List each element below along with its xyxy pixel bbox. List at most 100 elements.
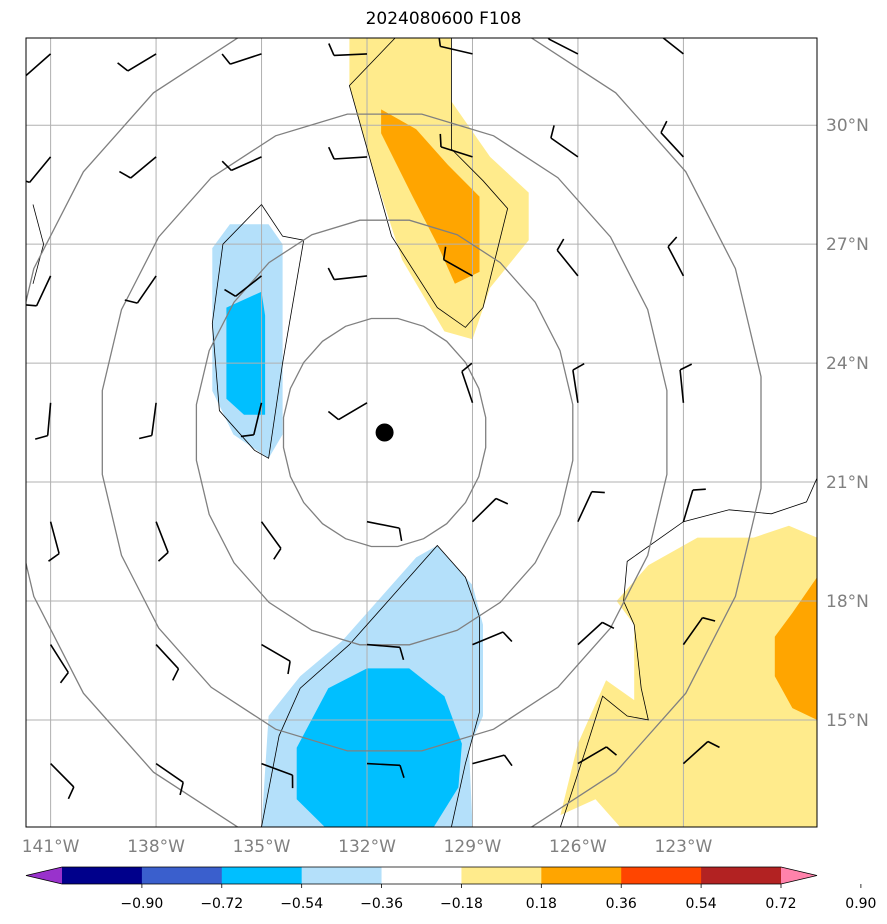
longitude-label: 135°W — [233, 837, 291, 857]
longitude-label: 141°W — [22, 837, 80, 857]
wind-barb — [577, 746, 618, 765]
range-ring — [282, 317, 487, 548]
storm-center-marker — [375, 423, 394, 442]
wind-barb — [679, 363, 693, 403]
latitude-label: 21°N — [826, 473, 869, 493]
wind-barb — [49, 644, 69, 684]
colorbar: −0.90 −0.72 −0.54 −0.36 −0.18 0.18 0.36 0.54 0.7… — [25, 866, 876, 912]
longitude-label: 123°W — [655, 837, 713, 857]
wind-barb — [577, 621, 615, 646]
wind-barb — [682, 740, 720, 765]
fill-region-south-blue — [296, 668, 462, 827]
range-ring — [195, 219, 574, 646]
wind-barb — [439, 133, 473, 158]
colorbar-tick-label: −0.36 — [360, 896, 403, 912]
wind-barb — [260, 521, 282, 560]
wind-barb — [438, 38, 473, 55]
wind-barb — [34, 402, 52, 440]
colorbar-outline — [25, 866, 818, 885]
wind-barb — [26, 53, 52, 77]
range-ring — [26, 38, 762, 827]
wind-barb — [224, 275, 262, 297]
wind-barb — [48, 521, 60, 562]
colorbar-segment — [141, 867, 223, 884]
longitude-label: 129°W — [444, 837, 502, 857]
wind-barb — [556, 238, 579, 277]
wind-barb — [261, 643, 291, 675]
colorbar-tick-label: −0.90 — [120, 896, 163, 912]
longitude-label: 132°W — [338, 837, 396, 857]
wind-barb — [327, 402, 368, 421]
wind-barb-layer — [26, 38, 720, 800]
contour-line — [32, 204, 45, 284]
colorbar-segment — [541, 867, 622, 884]
wind-barb — [461, 362, 474, 404]
contour-line — [560, 477, 817, 827]
wind-barb — [221, 156, 262, 172]
wind-barb — [26, 156, 52, 184]
colorbar-tick-label: −0.72 — [200, 896, 243, 912]
latitude-label: 27°N — [826, 235, 869, 255]
colorbar-extend-low — [26, 867, 62, 884]
contour-line — [261, 544, 480, 827]
wind-barb — [472, 754, 513, 767]
wind-barb — [26, 275, 52, 307]
longitude-label: 126°W — [549, 837, 607, 857]
wind-barb — [472, 631, 513, 646]
colorbar-segment — [62, 867, 143, 884]
wind-barb — [550, 125, 579, 158]
wind-barb — [366, 643, 405, 661]
colorbar-segment — [221, 867, 303, 884]
wind-barb — [50, 763, 75, 800]
wind-barb — [682, 616, 716, 646]
fill-region-southeast-orange — [774, 577, 817, 720]
colorbar-tick-label: 0.72 — [765, 896, 796, 912]
fill-region-north-orange — [381, 109, 480, 284]
longitude-label: 138°W — [127, 837, 185, 857]
wind-barb — [155, 762, 184, 796]
contour-line — [348, 38, 509, 328]
wind-barb — [240, 402, 263, 438]
map-title: 2024080600 F108 — [365, 9, 522, 29]
wind-barb — [327, 146, 368, 160]
wind-barb — [124, 275, 157, 304]
colorbar-tick-label: −0.18 — [440, 896, 483, 912]
colorbar-segment — [301, 867, 383, 884]
latitude-label: 24°N — [826, 354, 869, 374]
wind-barb — [442, 246, 473, 277]
wind-barb — [662, 38, 684, 55]
colorbar-tick-label: 0.18 — [526, 896, 557, 912]
wind-barb — [119, 156, 157, 179]
contour-layer — [32, 38, 817, 827]
wind-barb — [667, 236, 685, 277]
colorbar-tick-label: 0.90 — [845, 896, 876, 912]
wind-barb — [155, 521, 169, 562]
latitude-labels: 15°N 18°N 21°N 24°N 27°N 30°N — [826, 116, 869, 731]
range-rings — [26, 38, 762, 827]
wind-barb — [577, 490, 605, 523]
colorbar-segment — [621, 867, 702, 884]
wind-barb — [547, 38, 579, 55]
colorbar-tick-label: 0.54 — [686, 896, 717, 912]
wind-barb — [117, 53, 157, 72]
wind-barb — [660, 120, 684, 158]
wind-barb — [327, 267, 368, 281]
colorbar-segment — [461, 867, 542, 884]
wind-barb — [155, 644, 180, 681]
range-ring — [101, 113, 668, 752]
wind-barb — [261, 762, 294, 789]
wind-barb — [572, 363, 585, 403]
colorbar-tick-label: −0.54 — [280, 896, 323, 912]
colorbar-segment — [701, 867, 782, 884]
colorbar-tick-label: 0.36 — [606, 896, 637, 912]
wind-barb — [221, 53, 262, 65]
wind-barb — [139, 402, 157, 440]
longitude-labels: 141°W 138°W 135°W 132°W 129°W 126°W 123°W — [22, 837, 713, 857]
fill-region-west-blue — [226, 291, 266, 415]
wind-barb — [328, 43, 368, 57]
latitude-label: 18°N — [826, 592, 869, 612]
wind-barb — [366, 762, 405, 778]
colorbar-extend-high — [781, 867, 817, 884]
colorbar-segment — [381, 867, 462, 884]
